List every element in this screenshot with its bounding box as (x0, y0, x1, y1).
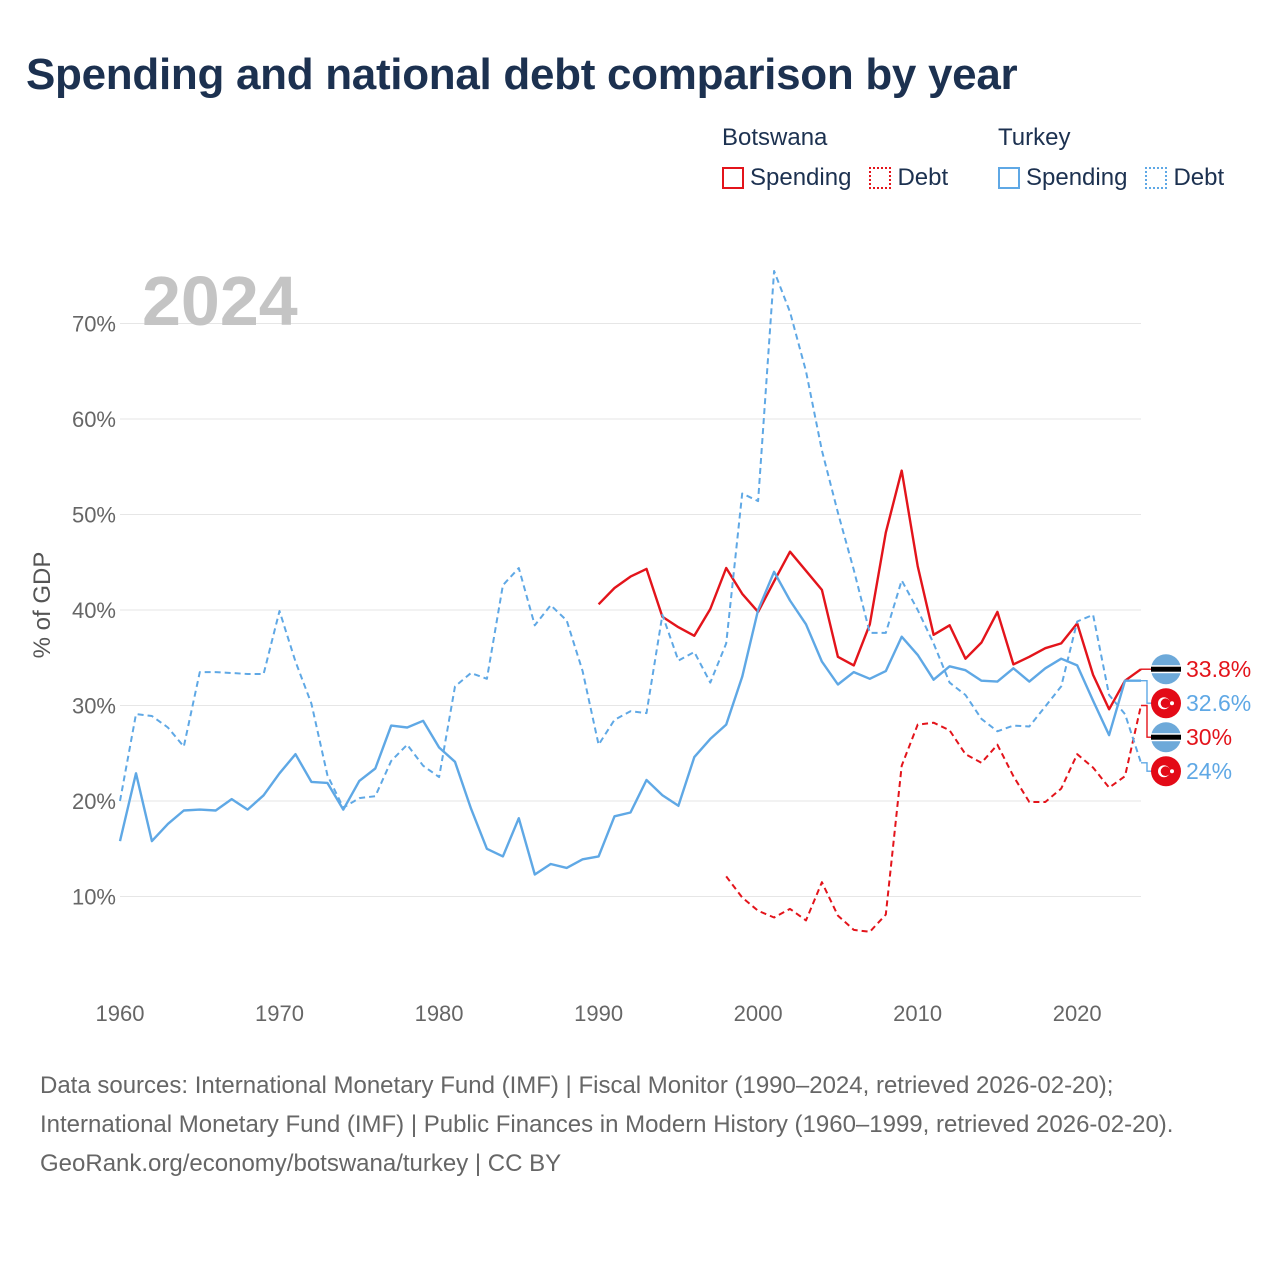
legend-swatch-dotted (1145, 167, 1168, 189)
source-note: Data sources: International Monetary Fun… (40, 1066, 1250, 1183)
y-tick-label: 70% (72, 312, 116, 337)
data-sources: Data sources: International Monetary Fun… (40, 1072, 1174, 1138)
x-tick-label: 1960 (96, 1001, 145, 1026)
turkey-spending-line (118, 570, 1141, 876)
flag-crescent-inner (1160, 766, 1171, 777)
legend-group-turkey: Turkey Spending Debt (998, 124, 1224, 192)
label-connector (1141, 704, 1154, 738)
flag-band (1151, 666, 1181, 672)
attribution-link[interactable]: GeoRank.org/economy/botswana/turkey | CC… (40, 1150, 562, 1177)
end-value-label: 24% (1186, 758, 1232, 784)
turkey-flag-icon (1151, 756, 1181, 787)
x-tick-label: 2000 (734, 1001, 783, 1026)
x-axis-ticks: 1960 1970 1980 1990 2000 2010 2020 (96, 1001, 1102, 1026)
y-axis-ticks: 10% 20% 30% 40% 50% 60% 70% (72, 312, 116, 910)
legend-turkey-spending[interactable]: Spending (998, 164, 1127, 192)
legend-label: Debt (1173, 164, 1225, 191)
legend-swatch-dotted (869, 167, 892, 189)
y-tick-label: 20% (72, 789, 116, 814)
y-tick-label: 30% (72, 694, 116, 719)
x-tick-label: 1970 (255, 1001, 304, 1026)
legend-botswana-debt[interactable]: Debt (869, 164, 948, 192)
flag-star (1170, 701, 1174, 706)
y-tick-label: 40% (72, 598, 116, 623)
flag-star (1170, 769, 1174, 774)
label-connector (1141, 762, 1154, 772)
x-tick-label: 1980 (415, 1001, 464, 1026)
flag-band (1151, 734, 1181, 740)
legend-group-label: Turkey (998, 124, 1071, 151)
botswana-flag-icon (1151, 722, 1181, 753)
series-lines (118, 270, 1142, 933)
x-tick-label: 2020 (1053, 1001, 1102, 1026)
flag-crescent-inner (1160, 698, 1171, 709)
y-tick-label: 50% (72, 503, 116, 528)
end-value-label: 33.8% (1186, 656, 1251, 682)
end-value-label: 30% (1186, 724, 1232, 750)
end-labels: 33.8% 32.6% 30% 24% (1141, 654, 1251, 787)
legend-swatch-solid (722, 167, 744, 189)
botswana-flag-icon (1151, 654, 1181, 685)
y-axis-label: % of GDP (29, 552, 56, 659)
y-tick-label: 60% (72, 407, 116, 432)
grid-lines (120, 323, 1141, 897)
legend-label: Debt (897, 164, 949, 191)
x-tick-label: 1990 (574, 1001, 623, 1026)
turkey-debt-line (119, 270, 1142, 809)
botswana-spending-line (597, 469, 1142, 711)
legend-swatch-solid (998, 167, 1020, 189)
chart-title: Spending and national debt comparison by… (26, 50, 1018, 99)
legend-label: Spending (1026, 164, 1128, 191)
legend-label: Spending (750, 164, 852, 191)
year-watermark: 2024 (142, 262, 298, 340)
botswana-debt-line (725, 705, 1142, 933)
x-tick-label: 2010 (893, 1001, 942, 1026)
turkey-flag-icon (1151, 688, 1181, 719)
end-value-label: 32.6% (1186, 690, 1251, 716)
line-chart: 2024 10%20%30%40%50%60%70% 1960 1970 1980 1… (29, 262, 1251, 1026)
legend-group-botswana: Botswana Spending Debt (722, 124, 966, 192)
legend-group-label: Botswana (722, 124, 828, 151)
legend-botswana-spending[interactable]: Spending (722, 164, 851, 192)
legend-turkey-debt[interactable]: Debt (1145, 164, 1224, 192)
y-tick-label: 10% (72, 885, 116, 910)
label-connector (1141, 679, 1154, 704)
